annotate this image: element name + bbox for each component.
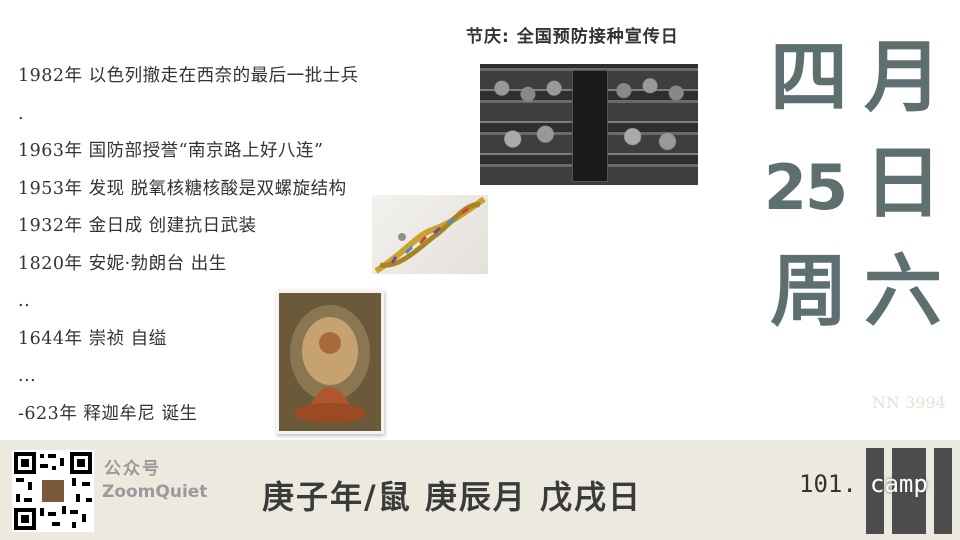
soldiers-photo	[480, 64, 698, 185]
month-char: 月	[863, 33, 942, 123]
brand-bar	[926, 448, 934, 534]
event-line: 1644年 崇祯 自缢	[18, 328, 167, 349]
event-line: 1953年 发现 脱氧核糖核酸是双螺旋结构	[18, 178, 347, 199]
footer-bar: 公众号 ZoomQuiet 庚子年/鼠 庚辰月 戊戌日 101. camp	[0, 440, 960, 540]
event-line: 1820年 安妮·勃朗台 出生	[18, 253, 227, 274]
buddha-painting	[276, 290, 384, 434]
event-line: 1982年 以色列撤走在西奈的最后一批士兵	[18, 66, 359, 86]
wechat-label: 公众号	[104, 459, 161, 479]
festival-label: 节庆: 全国预防接种宣传日	[466, 27, 679, 47]
buddha-icon	[279, 293, 381, 431]
event-line: 1932年 金日成 创建抗日武装	[18, 216, 257, 236]
brand-logo-icon	[866, 448, 952, 534]
weekday: 六	[863, 247, 942, 337]
serial-number: NN 3994	[872, 393, 946, 412]
banner-shape	[572, 70, 608, 182]
lunar-date: 庚子年/鼠 庚辰月 戊戌日	[262, 478, 642, 516]
event-line: 1963年 国防部授誉“南京路上好八连”	[18, 141, 324, 161]
wechat-account: ZoomQuiet	[102, 482, 208, 502]
day-number: 25	[763, 151, 848, 224]
week-char: 周	[769, 247, 848, 337]
month-number: 四	[769, 33, 848, 123]
day-char: 日	[863, 139, 942, 229]
event-line: .	[18, 103, 25, 124]
dna-helix-icon	[374, 196, 486, 274]
dna-helix-photo	[372, 195, 488, 274]
brand-prefix: 101.	[799, 470, 857, 498]
brand-bar	[884, 448, 892, 534]
brand-suffix: camp	[870, 470, 928, 498]
event-line: ..	[18, 291, 31, 311]
event-line: ...	[18, 366, 37, 386]
event-line: -623年 释迦牟尼 诞生	[18, 403, 198, 424]
history-events-list: 1982年 以色列撤走在西奈的最后一批士兵 . 1963年 国防部授誉“南京路上…	[18, 58, 448, 433]
qr-code-icon	[12, 450, 94, 532]
